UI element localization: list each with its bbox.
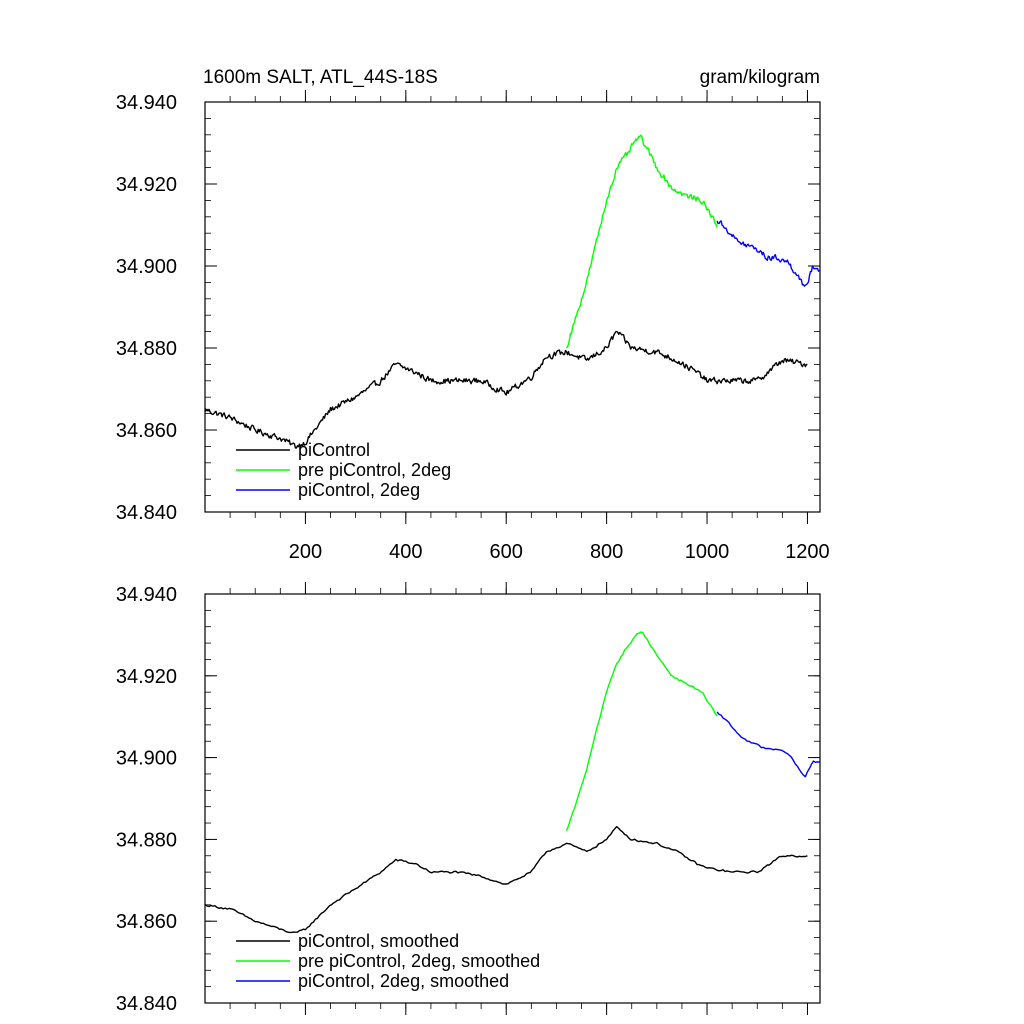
y-tick-label: 34.900 xyxy=(116,256,177,278)
x-tick-label: 600 xyxy=(490,541,523,563)
legend-label: piControl xyxy=(298,440,370,460)
legend-label: piControl, 2deg xyxy=(298,480,420,500)
y-tick-label: 34.940 xyxy=(116,92,177,114)
series-line-pre-picontrol-2deg-smoothed xyxy=(565,631,718,831)
series-line-picontrol xyxy=(204,330,808,449)
y-tick-label: 34.880 xyxy=(116,338,177,360)
series-line-picontrol-2deg xyxy=(716,220,820,287)
legend-label: pre piControl, 2deg, smoothed xyxy=(298,951,540,971)
series-line-pre-picontrol-2deg xyxy=(565,134,718,349)
plot-frame xyxy=(204,101,821,513)
legend-label: piControl, smoothed xyxy=(298,931,459,951)
plot-frame xyxy=(204,593,821,1004)
x-tick-label: 1000 xyxy=(685,541,730,563)
x-tick-label: 200 xyxy=(289,541,322,563)
legend-label: pre piControl, 2deg xyxy=(298,460,451,480)
y-tick-label: 34.920 xyxy=(116,666,177,688)
x-tick-label: 800 xyxy=(590,541,623,563)
units-label: gram/kilogram xyxy=(700,67,820,88)
chart-title: 1600m SALT, ATL_44S-18S xyxy=(203,67,438,88)
y-tick-label: 34.920 xyxy=(116,174,177,196)
top-panel: 34.840 34.860 34.880 34.900 34.920 34.940 200 4… xyxy=(116,90,830,563)
y-tick-label: 34.840 xyxy=(116,993,177,1015)
x-tick-label: 1200 xyxy=(785,541,830,563)
y-tick-label: 34.840 xyxy=(116,502,177,524)
y-tick-label: 34.940 xyxy=(116,584,177,606)
bottom-panel: 34.840 34.860 34.880 34.900 34.920 34.940 piCo… xyxy=(116,582,821,1015)
legend-label: piControl, 2deg, smoothed xyxy=(298,971,509,991)
y-tick-label: 34.860 xyxy=(116,911,177,933)
y-tick-label: 34.860 xyxy=(116,420,177,442)
y-tick-label: 34.880 xyxy=(116,829,177,851)
x-tick-label: 400 xyxy=(389,541,422,563)
y-tick-label: 34.900 xyxy=(116,748,177,770)
series-line-picontrol-smoothed xyxy=(204,825,808,934)
series-line-picontrol-2deg-smoothed xyxy=(716,711,820,778)
